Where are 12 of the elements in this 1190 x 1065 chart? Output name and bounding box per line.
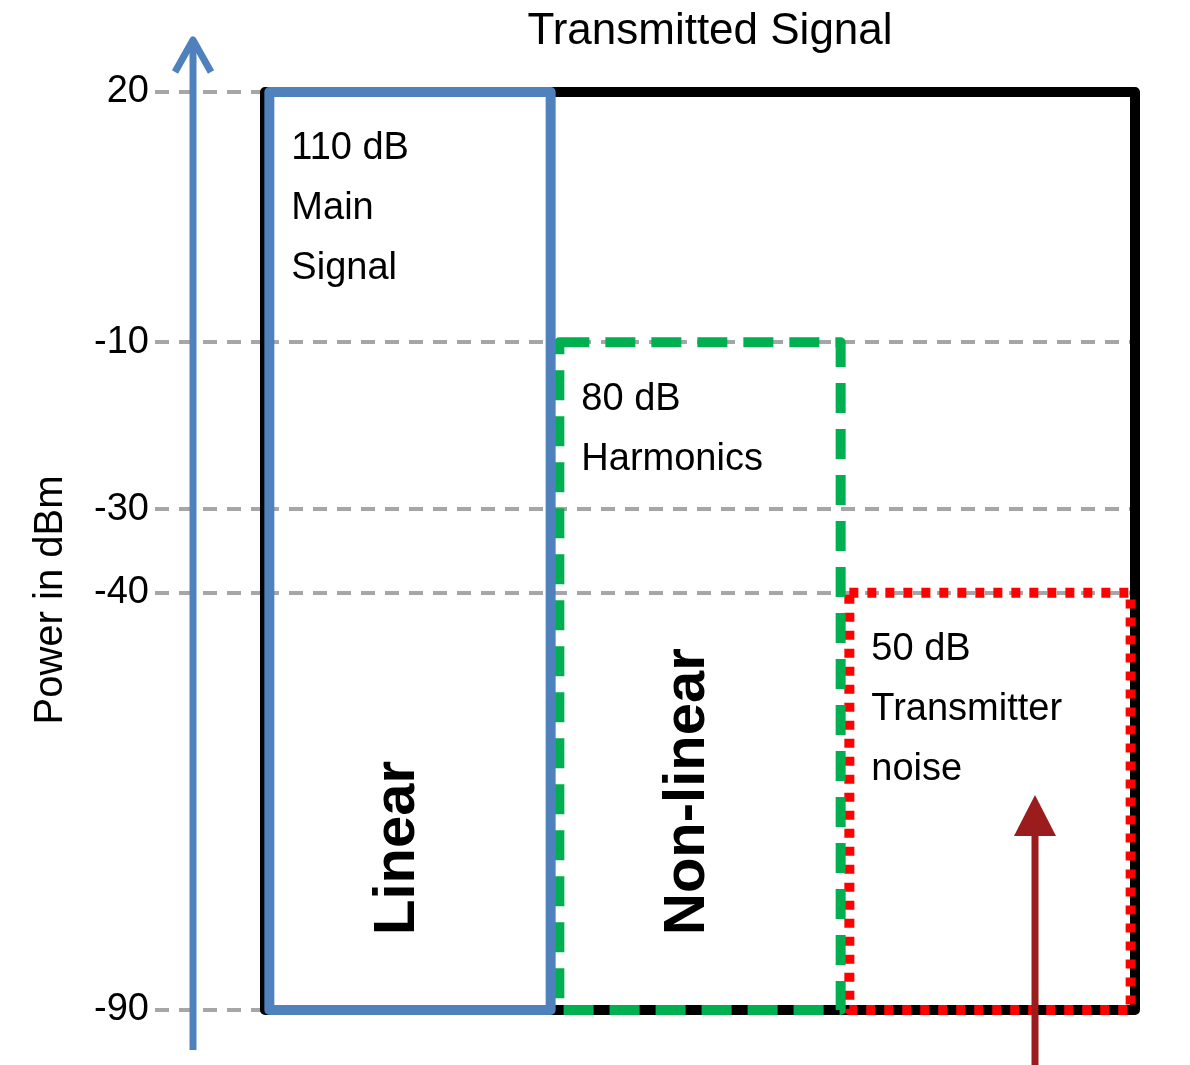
y-tick-label: -40 — [94, 569, 149, 612]
annotation: Linear — [361, 760, 426, 935]
data-label: 50 dB Transmitter noise — [871, 626, 1063, 789]
y-axis-title: Power in dBm — [25, 475, 71, 725]
data-label: 110 dB Main Signal — [291, 125, 409, 288]
y-tick-label: -90 — [94, 986, 149, 1029]
chart-title: Transmitted Signal — [526, 4, 894, 54]
y-tick-label: -10 — [94, 318, 149, 361]
annotation: Non-linear — [651, 648, 716, 935]
data-label: 80 dB Harmonics — [581, 375, 763, 478]
y-tick-label: -30 — [94, 485, 149, 528]
y-tick-label: 20 — [106, 68, 149, 111]
